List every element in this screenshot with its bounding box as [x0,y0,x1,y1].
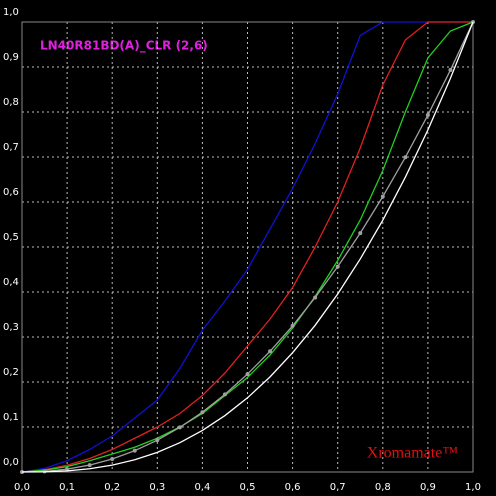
y-tick-label: 0,4 [3,277,19,288]
watermark: Xromamate™ [367,445,459,462]
x-tick-label: 0,9 [420,482,436,493]
x-tick-label: 0,3 [149,482,165,493]
point-marker [425,113,430,118]
point-marker [132,448,137,453]
x-tick-label: 0,2 [104,482,120,493]
plot-frame [21,21,474,473]
point-marker [222,392,227,397]
point-marker [268,349,273,354]
y-tick-label: 0,1 [3,412,19,423]
series-line [21,21,474,473]
y-tick-label: 1,0 [3,7,19,18]
point-marker [87,463,92,468]
y-tick-label: 0,6 [3,187,19,198]
series-line [21,21,473,473]
series-line [21,21,474,473]
y-tick-label: 0,5 [3,232,19,243]
y-tick-label: 0,8 [3,97,19,108]
point-marker [155,438,160,443]
point-marker [448,68,453,73]
point-marker [200,410,205,415]
y-tick-label: 0,0 [3,457,19,468]
point-marker [110,456,115,461]
point-marker [358,231,363,236]
point-marker [335,264,340,269]
x-tick-label: 0,0 [14,482,30,493]
x-tick-label: 0,1 [59,482,75,493]
y-tick-label: 0,3 [3,322,19,333]
x-tick-label: 1,0 [465,482,481,493]
point-marker [403,155,408,160]
series-line [21,21,473,473]
y-tick-label: 0,9 [3,52,19,63]
chart-title: LN40R81BD(A)_CLR (2,6) [40,39,208,54]
x-tick-label: 0,8 [375,482,391,493]
point-marker [245,372,250,377]
x-tick-label: 0,6 [285,482,301,493]
x-tick-label: 0,7 [330,482,346,493]
point-marker [313,295,318,300]
x-tick-label: 0,4 [194,482,210,493]
point-marker [290,323,295,328]
y-tick-label: 0,2 [3,367,19,378]
point-marker [177,425,182,430]
point-marker [380,194,385,199]
x-tick-label: 0,5 [240,482,256,493]
y-tick-label: 0,7 [3,142,19,153]
